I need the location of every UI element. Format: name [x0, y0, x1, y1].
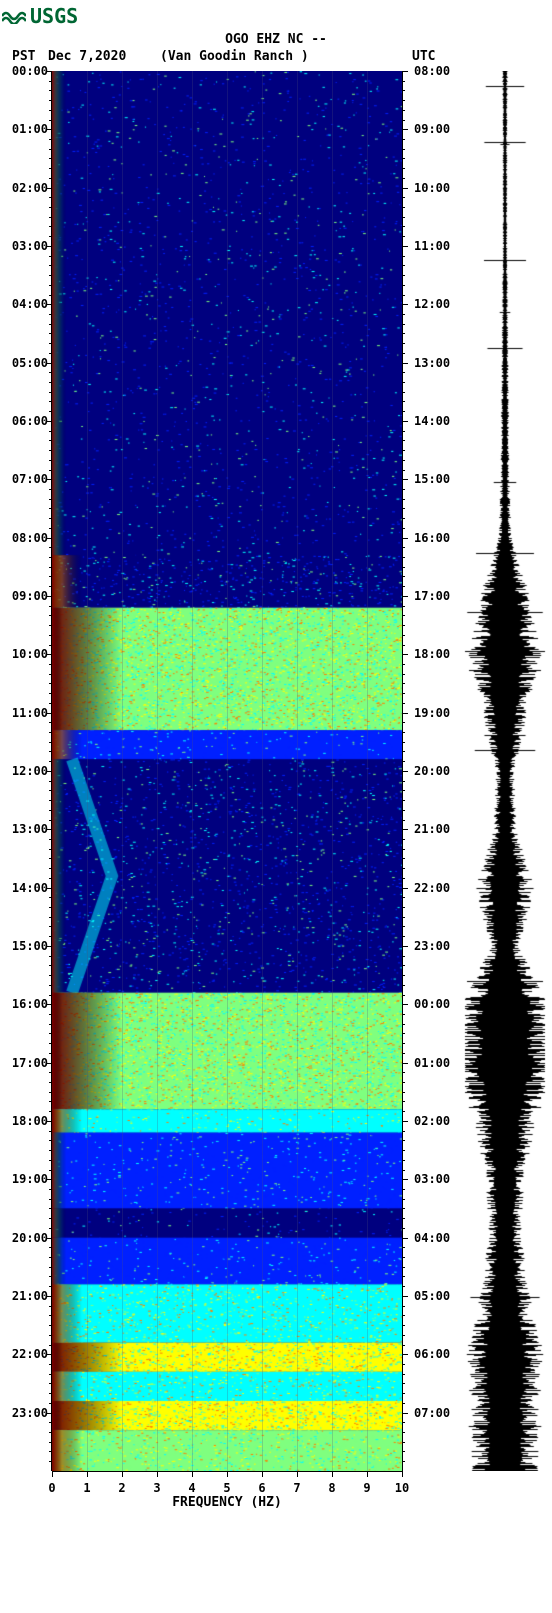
- station-name: (Van Goodin Ranch ): [160, 49, 309, 66]
- station-code: OGO EHZ NC --: [225, 32, 327, 47]
- utc-tick: 08:00: [414, 64, 450, 78]
- utc-tick: 16:00: [414, 531, 450, 545]
- pst-tick: 07:00: [12, 472, 48, 486]
- pst-tick: 21:00: [12, 1289, 48, 1303]
- pst-tick: 15:00: [12, 939, 48, 953]
- logo-text: USGS: [30, 4, 78, 28]
- pst-tick: 19:00: [12, 1172, 48, 1186]
- utc-tick: 05:00: [414, 1289, 450, 1303]
- utc-tick: 17:00: [414, 589, 450, 603]
- pst-tick: 09:00: [12, 589, 48, 603]
- utc-tick: 15:00: [414, 472, 450, 486]
- pst-tick: 08:00: [12, 531, 48, 545]
- x-axis-label: FREQUENCY (HZ): [52, 1495, 402, 1510]
- freq-tick: 6: [258, 1481, 265, 1495]
- utc-tick: 01:00: [414, 1056, 450, 1070]
- utc-tick: 22:00: [414, 881, 450, 895]
- freq-tick: 9: [363, 1481, 370, 1495]
- freq-tick: 4: [188, 1481, 195, 1495]
- date-label: Dec 7,2020: [48, 49, 126, 66]
- plot-header: OGO EHZ NC -- PST Dec 7,2020 (Van Goodin…: [0, 32, 552, 65]
- utc-tick: 00:00: [414, 997, 450, 1011]
- pst-tick: 03:00: [12, 239, 48, 253]
- pst-tick: 23:00: [12, 1406, 48, 1420]
- freq-tick: 0: [48, 1481, 55, 1495]
- spectrogram-canvas: [52, 71, 402, 1471]
- x-axis-frequency: FREQUENCY (HZ) 012345678910: [52, 1471, 402, 1511]
- pst-tick: 18:00: [12, 1114, 48, 1128]
- y-axis-utc: 08:0009:0010:0011:0012:0013:0014:0015:00…: [402, 71, 458, 1471]
- utc-tick: 20:00: [414, 764, 450, 778]
- pst-tick: 11:00: [12, 706, 48, 720]
- utc-tick: 10:00: [414, 181, 450, 195]
- pst-tick: 02:00: [12, 181, 48, 195]
- utc-tick: 03:00: [414, 1172, 450, 1186]
- utc-tick: 06:00: [414, 1347, 450, 1361]
- freq-tick: 8: [328, 1481, 335, 1495]
- pst-tick: 13:00: [12, 822, 48, 836]
- waveform-canvas: [460, 71, 550, 1471]
- pst-tick: 05:00: [12, 356, 48, 370]
- freq-tick: 3: [153, 1481, 160, 1495]
- freq-tick: 5: [223, 1481, 230, 1495]
- utc-tick: 04:00: [414, 1231, 450, 1245]
- pst-tick: 12:00: [12, 764, 48, 778]
- utc-tick: 09:00: [414, 122, 450, 136]
- utc-tick: 13:00: [414, 356, 450, 370]
- plot-area: 00:00 01:00 02:00 03:00 04:00 05:00 06:00 07:00…: [0, 71, 552, 1511]
- freq-tick: 7: [293, 1481, 300, 1495]
- y-axis-pst: 00:0001:0002:0003:0004:0005:0006:0007:00…: [0, 71, 52, 1471]
- utc-tick: 07:00: [414, 1406, 450, 1420]
- pst-tick: 04:00: [12, 297, 48, 311]
- usgs-logo: USGS: [0, 0, 552, 32]
- pst-tick: 14:00: [12, 881, 48, 895]
- freq-tick: 2: [118, 1481, 125, 1495]
- utc-tick: 18:00: [414, 647, 450, 661]
- pst-tick: 20:00: [12, 1231, 48, 1245]
- pst-tick: 01:00: [12, 122, 48, 136]
- pst-tick: 22:00: [12, 1347, 48, 1361]
- utc-tick: 02:00: [414, 1114, 450, 1128]
- pst-tick: 16:00: [12, 997, 48, 1011]
- utc-tick: 14:00: [414, 414, 450, 428]
- utc-tick: 19:00: [414, 706, 450, 720]
- freq-tick: 1: [83, 1481, 90, 1495]
- pst-tick: 10:00: [12, 647, 48, 661]
- utc-tick: 11:00: [414, 239, 450, 253]
- spectrogram: [52, 71, 402, 1471]
- wave-icon: [2, 8, 26, 24]
- utc-tick: 12:00: [414, 297, 450, 311]
- pst-tick: 00:00: [12, 64, 48, 78]
- utc-tick: 23:00: [414, 939, 450, 953]
- pst-tick: 06:00: [12, 414, 48, 428]
- waveform-trace: [460, 71, 550, 1471]
- utc-tick: 21:00: [414, 822, 450, 836]
- freq-tick: 10: [395, 1481, 409, 1495]
- pst-tick: 17:00: [12, 1056, 48, 1070]
